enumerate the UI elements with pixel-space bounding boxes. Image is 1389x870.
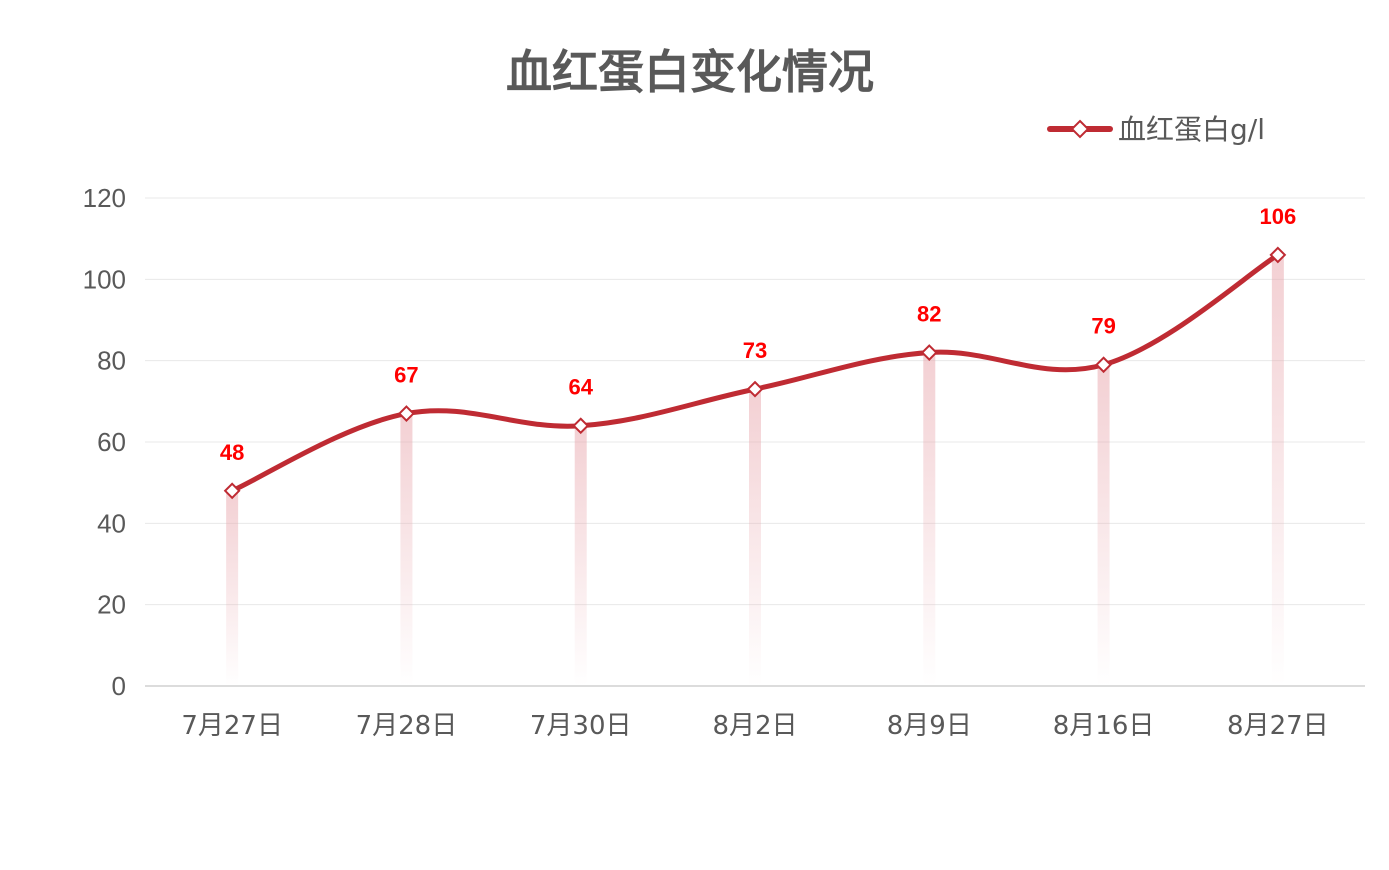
y-axis: 0 20 40 60 80 100 120 [83, 183, 126, 701]
data-point-marker [1095, 356, 1112, 374]
y-tick-label: 100 [83, 264, 126, 294]
data-labels: 48 67 64 73 82 79 106 [220, 204, 1296, 465]
x-tick-label: 8月27日 [1227, 711, 1329, 741]
x-tick-label: 7月27日 [181, 711, 283, 741]
legend-diamond-icon [1070, 119, 1090, 139]
series-markers [223, 246, 1287, 500]
data-label: 67 [394, 363, 418, 388]
data-point-marker [920, 344, 938, 361]
data-label: 64 [568, 375, 593, 400]
drop-lines [226, 254, 1284, 686]
chart-title: 血红蛋白变化情况 [506, 45, 874, 99]
legend-label: 血红蛋白g/l [1118, 113, 1265, 146]
x-tick-label: 8月9日 [887, 711, 972, 741]
drop-line [574, 425, 587, 686]
x-tick-label: 7月30日 [530, 711, 632, 741]
y-tick-label: 60 [97, 427, 126, 457]
x-axis: 7月27日 7月28日 7月30日 8月2日 8月9日 8月16日 8月27日 [181, 711, 1328, 741]
data-label: 106 [1259, 204, 1296, 229]
data-label: 82 [917, 302, 941, 327]
data-point-marker [746, 380, 764, 398]
drop-line [226, 490, 239, 686]
legend: 血红蛋白g/l [1047, 113, 1265, 146]
drop-line [923, 352, 936, 686]
x-tick-label: 8月16日 [1053, 711, 1155, 741]
y-tick-label: 20 [97, 590, 126, 620]
data-point-marker [572, 417, 590, 435]
y-tick-label: 120 [83, 183, 126, 213]
drop-line [400, 413, 413, 686]
data-point-marker [398, 405, 415, 422]
y-tick-label: 40 [97, 508, 126, 538]
x-tick-label: 7月28日 [356, 711, 458, 741]
data-label: 48 [220, 440, 244, 465]
y-tick-label: 80 [97, 346, 126, 376]
data-point-marker [223, 482, 241, 500]
drop-line [749, 389, 761, 686]
drop-line [1271, 254, 1284, 686]
y-tick-label: 0 [112, 671, 126, 701]
drop-line [1097, 364, 1110, 686]
data-point-marker [1269, 246, 1287, 264]
data-label: 73 [743, 338, 767, 363]
x-tick-label: 8月2日 [712, 711, 797, 741]
data-label: 79 [1091, 314, 1115, 339]
